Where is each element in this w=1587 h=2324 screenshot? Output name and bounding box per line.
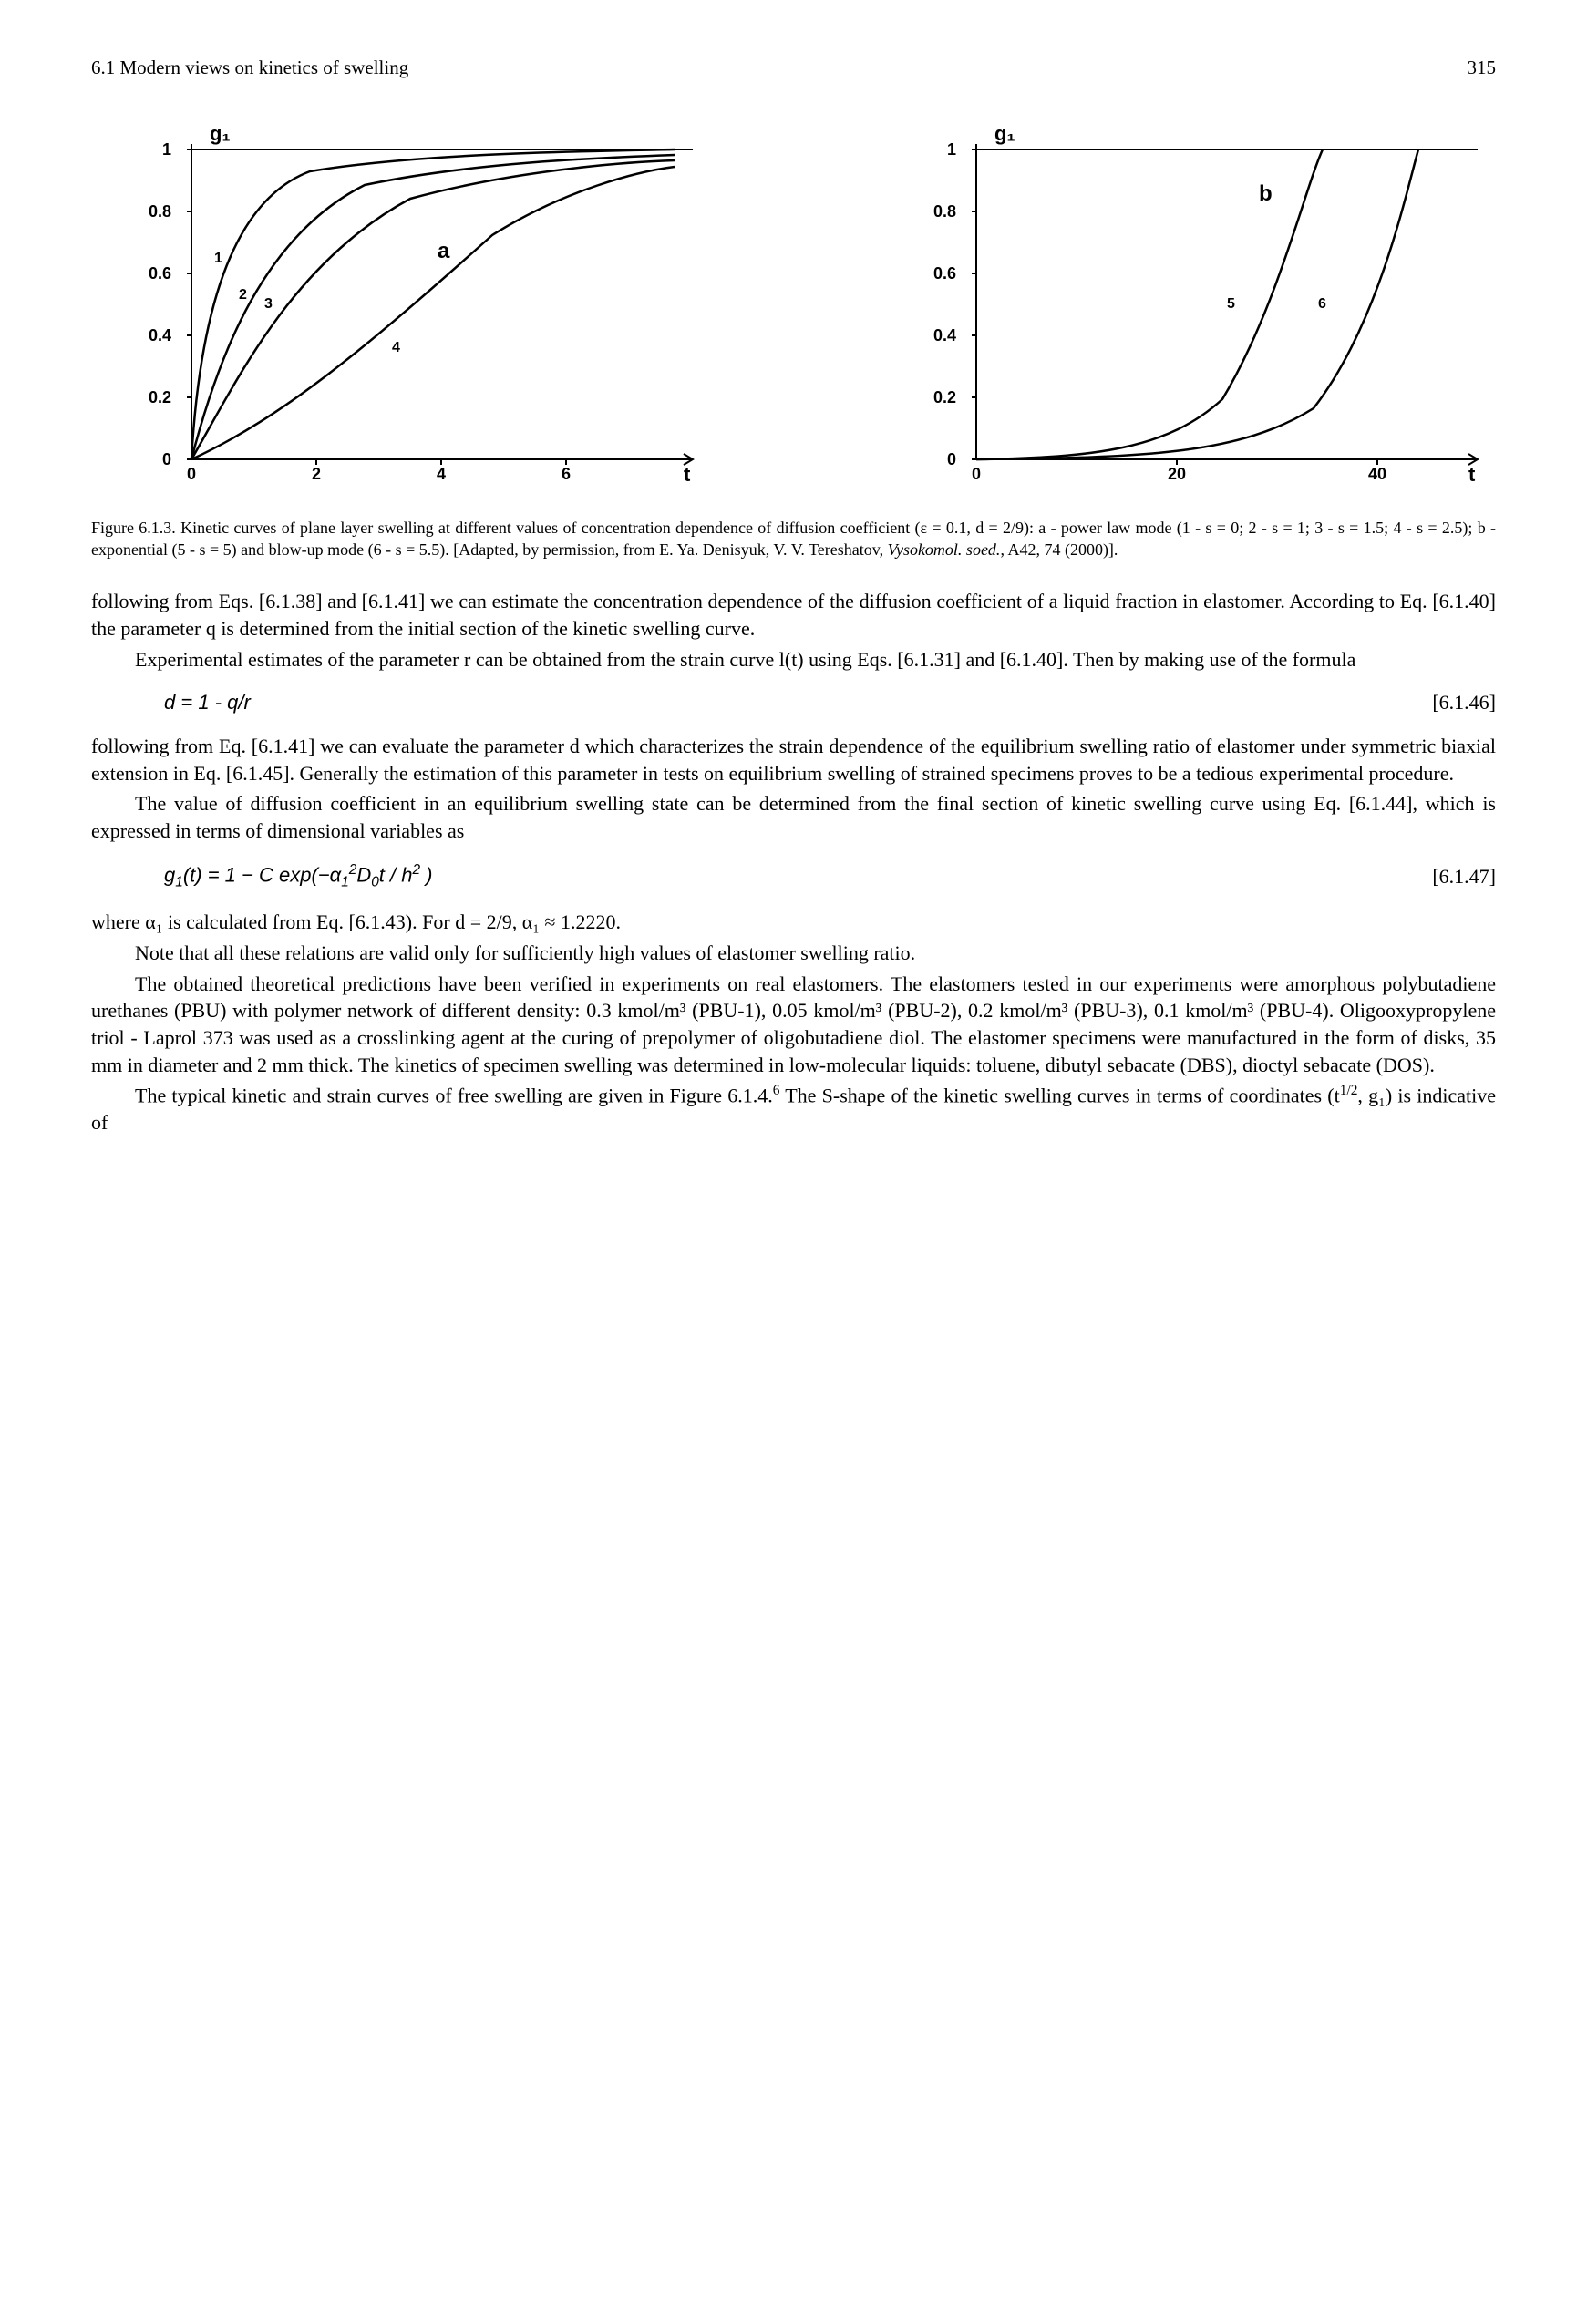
paragraph-4: The value of diffusion coefficient in an… <box>91 790 1496 844</box>
svg-text:0: 0 <box>947 450 956 468</box>
equation-math: d = 1 - q/r <box>164 689 251 716</box>
chart-a-ylabel: g₁ <box>210 122 231 145</box>
equation-number: [6.1.47] <box>1432 863 1496 890</box>
paragraph-6: Note that all these relations are valid … <box>91 940 1496 967</box>
svg-text:40: 40 <box>1368 465 1386 483</box>
paragraph-8: The typical kinetic and strain curves of… <box>91 1082 1496 1136</box>
svg-text:0.2: 0.2 <box>149 388 171 406</box>
figure-chart-b: g₁ 0 0.2 0.4 0.6 0.8 1 0 20 40 t b 5 <box>912 117 1496 499</box>
svg-text:0: 0 <box>187 465 196 483</box>
equation-6-1-47: g1(t) = 1 − C exp(−α12D0t / h2 ) [6.1.47… <box>91 861 1496 893</box>
paragraph-1: following from Eqs. [6.1.38] and [6.1.41… <box>91 588 1496 642</box>
svg-text:0: 0 <box>972 465 981 483</box>
svg-text:1: 1 <box>947 140 956 159</box>
svg-text:4: 4 <box>437 465 446 483</box>
svg-text:6: 6 <box>1318 296 1326 312</box>
paragraph-5: where α₁ is calculated from Eq. [6.1.43)… <box>91 909 1496 936</box>
svg-text:0.4: 0.4 <box>149 326 171 344</box>
svg-text:1: 1 <box>162 140 171 159</box>
svg-text:4: 4 <box>392 340 400 355</box>
svg-text:0.8: 0.8 <box>933 202 956 221</box>
figure-chart-a: g₁ 0 0.2 0.4 0.6 0.8 1 0 2 4 6 t a <box>128 117 711 499</box>
svg-text:2: 2 <box>239 287 247 303</box>
paragraph-7: The obtained theoretical predictions hav… <box>91 971 1496 1079</box>
chart-b-letter: b <box>1259 181 1273 206</box>
paragraph-2: Experimental estimates of the parameter … <box>91 646 1496 674</box>
svg-text:0.6: 0.6 <box>149 264 171 283</box>
svg-text:0.2: 0.2 <box>933 388 956 406</box>
figure-caption: Figure 6.1.3. Kinetic curves of plane la… <box>91 518 1496 560</box>
page-number: 315 <box>1468 55 1497 80</box>
svg-text:0.6: 0.6 <box>933 264 956 283</box>
equation-math: g1(t) = 1 − C exp(−α12D0t / h2 ) <box>164 861 433 893</box>
svg-text:2: 2 <box>312 465 321 483</box>
running-head-left: 6.1 Modern views on kinetics of swelling <box>91 55 408 80</box>
chart-b-xlabel: t <box>1468 463 1476 486</box>
svg-text:20: 20 <box>1168 465 1186 483</box>
svg-text:6: 6 <box>562 465 571 483</box>
equation-6-1-46: d = 1 - q/r [6.1.46] <box>91 689 1496 716</box>
svg-text:3: 3 <box>264 296 273 312</box>
svg-text:0: 0 <box>162 450 171 468</box>
chart-a-letter: a <box>438 239 450 263</box>
svg-text:5: 5 <box>1227 296 1235 312</box>
chart-b-ylabel: g₁ <box>994 122 1015 145</box>
svg-text:1: 1 <box>214 251 222 266</box>
svg-text:0.8: 0.8 <box>149 202 171 221</box>
paragraph-3: following from Eq. [6.1.41] we can evalu… <box>91 733 1496 787</box>
svg-text:0.4: 0.4 <box>933 326 956 344</box>
equation-number: [6.1.46] <box>1432 689 1496 716</box>
chart-a-xlabel: t <box>684 463 691 486</box>
